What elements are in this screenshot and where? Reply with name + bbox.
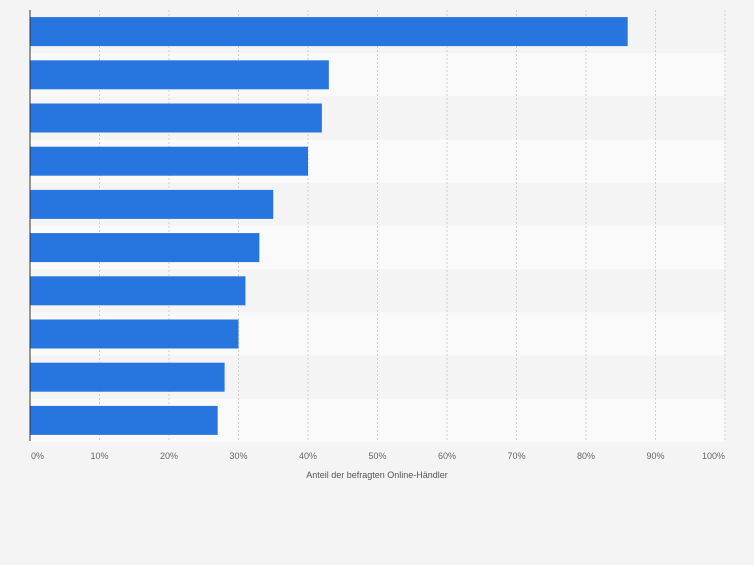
bar[interactable]	[30, 319, 239, 349]
bar[interactable]	[30, 405, 218, 435]
x-tick-label: 20%	[160, 451, 178, 461]
x-tick-label: 100%	[702, 451, 725, 461]
bar[interactable]	[30, 189, 274, 219]
x-tick-label: 90%	[646, 451, 664, 461]
bar[interactable]	[30, 362, 225, 392]
bar[interactable]	[30, 276, 246, 306]
x-tick-label: 80%	[577, 451, 595, 461]
bar[interactable]	[30, 146, 308, 176]
x-tick-label: 0%	[31, 451, 44, 461]
x-tick-label: 10%	[90, 451, 108, 461]
bar[interactable]	[30, 103, 322, 133]
x-axis-label: Anteil der befragten Online-Händler	[306, 470, 448, 480]
x-tick-label: 30%	[229, 451, 247, 461]
bar[interactable]	[30, 233, 260, 263]
x-tick-label: 70%	[507, 451, 525, 461]
x-tick-label: 40%	[299, 451, 317, 461]
x-tick-labels: 0% 10% 20% 30% 40% 50% 60% 70% 80% 90% 100%	[31, 451, 725, 461]
bar[interactable]	[30, 17, 628, 47]
x-tick-label: 60%	[438, 451, 456, 461]
bars	[30, 17, 628, 435]
x-tick-label: 50%	[368, 451, 386, 461]
bar[interactable]	[30, 60, 329, 90]
